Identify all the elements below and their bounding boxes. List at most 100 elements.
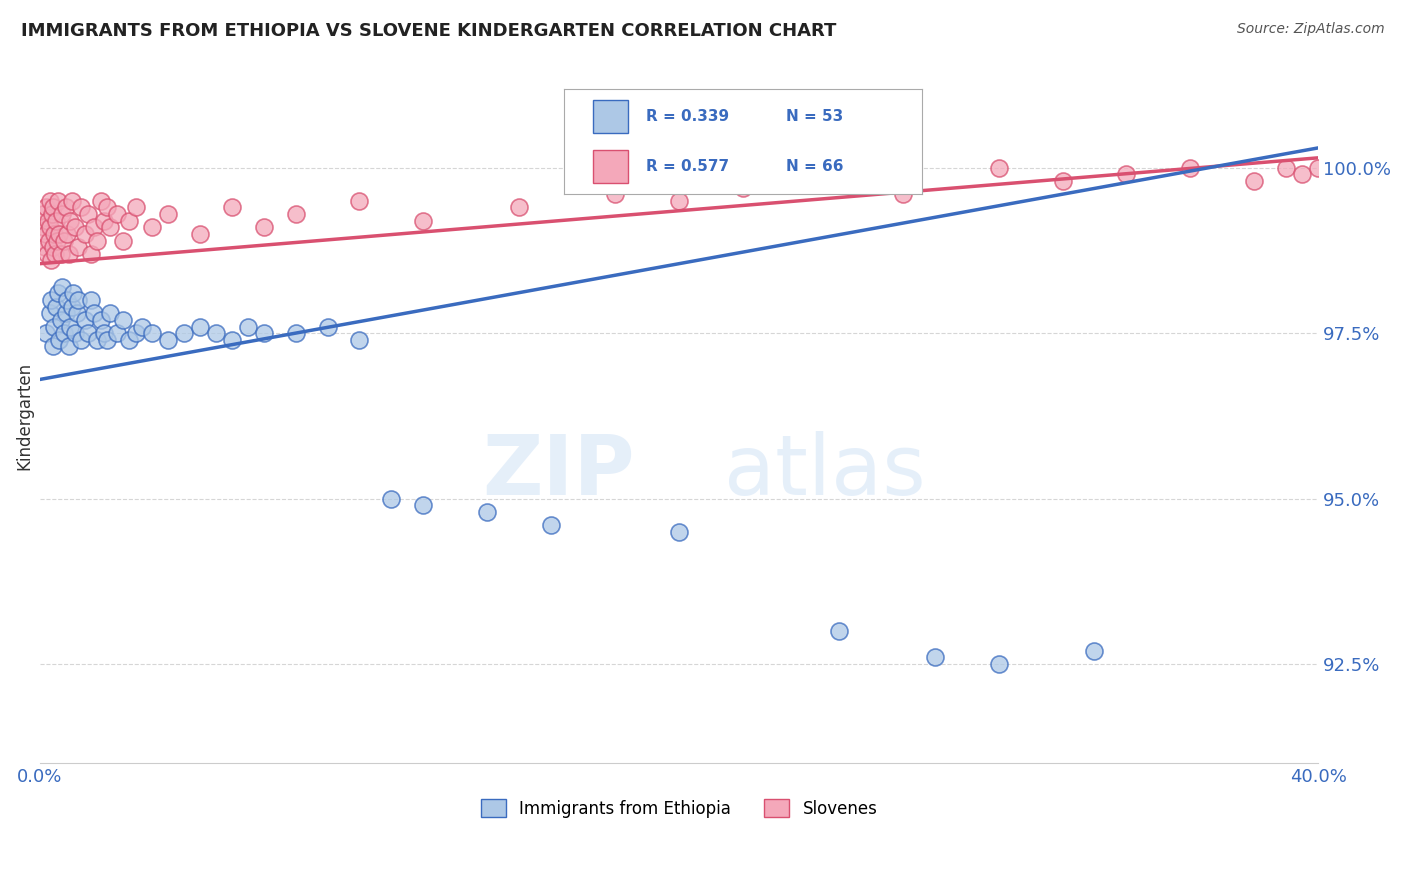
Point (63, 326, 86, 340)
Point (44, 227, 66, 241)
Point (173, 326, 195, 340)
Point (987, 161, 1010, 175)
Point (284, 326, 307, 340)
Point (477, 505, 499, 519)
Point (52, 326, 75, 340)
Text: IMMIGRANTS FROM ETHIOPIA VS SLOVENE KINDERGARTEN CORRELATION CHART: IMMIGRANTS FROM ETHIOPIA VS SLOVENE KIND… (21, 22, 837, 40)
Point (52, 234, 75, 248)
Point (77, 207, 100, 221)
Point (55, 306, 77, 320)
Point (828, 624, 851, 638)
Point (96, 201, 118, 215)
Point (316, 319, 339, 334)
Point (1308, 161, 1330, 175)
Point (668, 194, 690, 208)
Point (38, 306, 60, 320)
Point (125, 326, 148, 340)
Point (34, 240, 56, 254)
Point (62, 286, 84, 301)
Point (118, 213, 141, 227)
Point (46, 286, 69, 301)
Point (349, 333, 371, 347)
Point (98, 220, 121, 235)
Point (38, 194, 60, 208)
Point (349, 194, 371, 208)
Point (86, 333, 108, 347)
Point (1291, 167, 1313, 181)
Point (924, 650, 946, 665)
Point (80, 246, 103, 260)
Point (35, 201, 58, 215)
Point (105, 207, 128, 221)
Point (63, 220, 86, 235)
Point (39, 220, 62, 235)
Point (56, 227, 79, 241)
Point (48, 227, 70, 241)
Point (828, 174, 851, 188)
Text: atlas: atlas (724, 431, 925, 512)
Point (55, 201, 77, 215)
Point (45, 213, 67, 227)
Point (44, 246, 66, 260)
Point (51, 207, 73, 221)
Point (42, 240, 65, 254)
Point (59, 319, 82, 334)
Point (51, 280, 73, 294)
Point (67, 293, 90, 307)
Point (35, 326, 58, 340)
Point (540, 518, 562, 533)
Point (56, 293, 79, 307)
Point (236, 319, 259, 334)
Point (1052, 174, 1074, 188)
Point (188, 227, 211, 241)
Point (284, 207, 307, 221)
Point (412, 498, 434, 512)
Point (90, 313, 112, 327)
Point (118, 333, 141, 347)
Point (42, 339, 65, 353)
Point (58, 339, 80, 353)
Point (35, 227, 58, 241)
Point (141, 326, 163, 340)
Point (39, 293, 62, 307)
Point (73, 227, 96, 241)
Point (93, 326, 115, 340)
Point (60, 300, 83, 314)
Point (90, 194, 112, 208)
Point (37, 213, 59, 227)
Point (221, 201, 243, 215)
Point (1083, 643, 1105, 657)
Point (83, 220, 105, 235)
Point (38, 234, 60, 248)
Point (141, 220, 163, 235)
Point (60, 194, 83, 208)
Point (80, 293, 103, 307)
Point (73, 313, 96, 327)
Point (253, 326, 276, 340)
Point (131, 319, 153, 334)
Point (77, 326, 100, 340)
Point (44, 319, 66, 334)
Point (32, 207, 55, 221)
Point (96, 333, 118, 347)
Point (49, 246, 72, 260)
Point (41, 207, 63, 221)
Point (59, 213, 82, 227)
Legend: Immigrants from Ethiopia, Slovenes: Immigrants from Ethiopia, Slovenes (474, 793, 884, 824)
Point (46, 194, 69, 208)
Point (48, 333, 70, 347)
Point (112, 234, 135, 248)
Point (45, 300, 67, 314)
Point (70, 201, 93, 215)
Point (987, 657, 1010, 671)
Point (49, 313, 72, 327)
Point (380, 491, 402, 506)
Point (67, 240, 90, 254)
Point (98, 306, 121, 320)
Point (105, 326, 128, 340)
Point (204, 326, 226, 340)
Point (731, 180, 754, 194)
Point (1115, 167, 1137, 181)
Point (83, 306, 105, 320)
Point (412, 213, 434, 227)
